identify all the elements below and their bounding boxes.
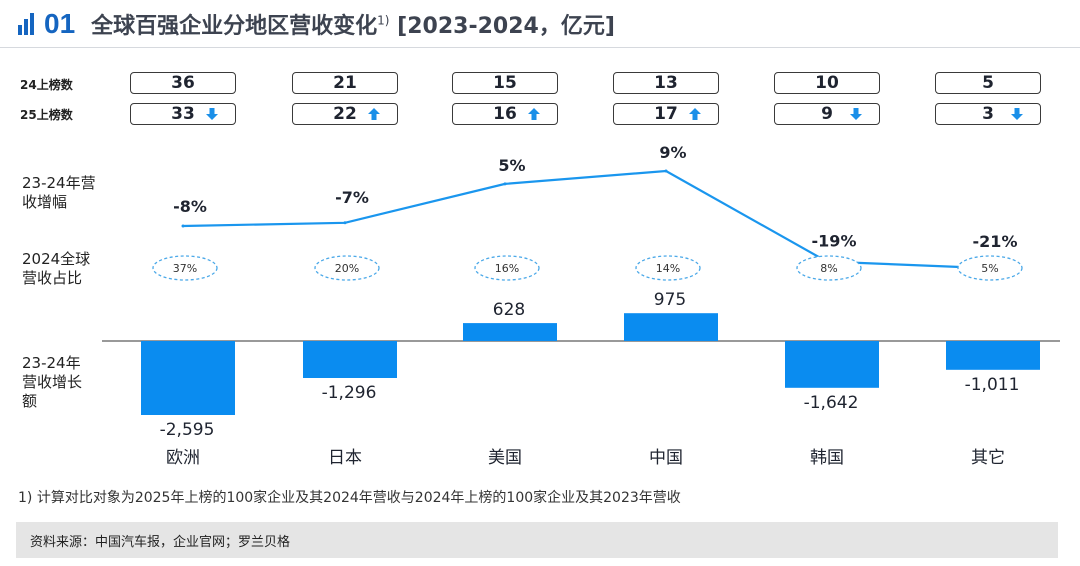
listed-25-box: 16 — [452, 103, 558, 125]
share-label: 16% — [495, 262, 519, 275]
row-label-growth-amount: 23-24年营收增长额 — [22, 354, 83, 410]
bar-chart-icon — [18, 13, 34, 35]
share-ellipse — [796, 255, 862, 281]
growth-amount-label: 628 — [493, 300, 525, 320]
arrow-up-icon — [528, 108, 540, 120]
listed-25-value: 9 — [821, 104, 833, 124]
listed-24-box: 13 — [613, 72, 719, 94]
listed-25-value: 17 — [654, 104, 678, 124]
share-ellipse — [474, 255, 540, 281]
listed-25-value: 16 — [493, 104, 517, 124]
share-label: 8% — [820, 262, 837, 275]
source-bar: 资料来源：中国汽车报，企业官网；罗兰贝格 — [16, 522, 1058, 558]
row-label-listed-24: 24上榜数 — [20, 78, 73, 92]
category-label: 日本 — [328, 448, 362, 468]
listed-25-box: 9 — [774, 103, 880, 125]
growth-amount-bar — [946, 341, 1040, 370]
row-label-growth-rate: 23-24年营收增幅 — [22, 174, 96, 211]
growth-rate-line — [182, 169, 989, 270]
listed-25-value: 3 — [982, 104, 994, 124]
growth-rate-label: -7% — [335, 188, 369, 207]
listed-25-value: 22 — [333, 104, 357, 124]
arrow-down-icon — [850, 108, 862, 120]
category-label: 欧洲 — [166, 448, 200, 468]
header-divider — [0, 47, 1080, 48]
growth-rate-point — [181, 224, 185, 228]
growth-rate-point — [503, 182, 507, 186]
listed-25-box: 22 — [292, 103, 398, 125]
page-title: 全球百强企业分地区营收变化1) [2023-2024，亿元] — [91, 8, 615, 40]
growth-amount-bar — [303, 341, 397, 378]
source-text: 资料来源：中国汽车报，企业官网；罗兰贝格 — [30, 534, 291, 550]
title-text: 全球百强企业分地区营收变化 — [91, 14, 378, 39]
section-number: 01 — [44, 8, 76, 39]
listed-24-box: 21 — [292, 72, 398, 94]
growth-amount-bar — [463, 323, 557, 341]
arrow-down-icon — [1011, 108, 1023, 120]
listed-24-value: 36 — [171, 73, 195, 93]
growth-amount-label: -1,642 — [804, 393, 859, 413]
growth-rate-point — [664, 169, 668, 173]
listed-24-value: 10 — [815, 73, 839, 93]
category-label: 韩国 — [810, 448, 844, 468]
listed-24-value: 13 — [654, 73, 678, 93]
share-label: 20% — [335, 262, 359, 275]
listed-24-box: 10 — [774, 72, 880, 94]
growth-amount-bar — [624, 313, 718, 341]
category-label: 中国 — [649, 448, 683, 468]
arrow-up-icon — [689, 108, 701, 120]
listed-24-box: 36 — [130, 72, 236, 94]
row-label-listed-25: 25上榜数 — [20, 108, 73, 122]
arrow-down-icon — [206, 108, 218, 120]
listed-25-box: 17 — [613, 103, 719, 125]
listed-24-box: 15 — [452, 72, 558, 94]
growth-amount-bar — [141, 341, 235, 415]
arrow-up-icon — [368, 108, 380, 120]
growth-rate-label: -21% — [973, 232, 1018, 251]
share-label: 14% — [656, 262, 680, 275]
footnote: 1) 计算对比对象为2025年上榜的100家企业及其2024年营收与2024年上… — [18, 490, 681, 506]
growth-amount-label: -1,011 — [965, 375, 1020, 395]
category-label: 其它 — [971, 448, 1005, 468]
header: 01 全球百强企业分地区营收变化1) [2023-2024，亿元] — [18, 4, 615, 44]
share-ellipse — [314, 255, 380, 281]
growth-rate-label: -19% — [812, 232, 857, 251]
growth-amount-label: -1,296 — [322, 383, 377, 403]
growth-rate-point — [343, 221, 347, 225]
growth-rate-label: 5% — [498, 156, 525, 175]
share-label: 37% — [173, 262, 197, 275]
share-label: 5% — [981, 262, 998, 275]
growth-chart: -8% -7% 5% 9% -19% -21% 37% 20% 16% 14% 8% 5% -2,595… — [102, 143, 1060, 468]
listed-24-value: 21 — [333, 73, 357, 93]
category-label: 美国 — [488, 448, 522, 468]
growth-amount-bar — [785, 341, 879, 388]
title-footnote-marker: 1) — [377, 13, 390, 28]
growth-rate-label: -8% — [173, 197, 207, 216]
growth-amount-label: -2,595 — [160, 420, 215, 440]
listed-24-value: 15 — [493, 73, 517, 93]
growth-rate-label: 9% — [659, 143, 686, 162]
growth-amount-label: 975 — [654, 290, 686, 310]
listed-25-box: 3 — [935, 103, 1041, 125]
row-label-share: 2024全球营收占比 — [22, 250, 91, 287]
share-ellipse — [152, 255, 218, 281]
share-ellipse — [635, 255, 701, 281]
listed-25-box: 33 — [130, 103, 236, 125]
share-ellipse — [957, 255, 1023, 281]
listed-24-value: 5 — [982, 73, 994, 93]
listed-25-value: 33 — [171, 104, 195, 124]
listed-24-box: 5 — [935, 72, 1041, 94]
title-unit: [2023-2024，亿元] — [397, 14, 615, 39]
